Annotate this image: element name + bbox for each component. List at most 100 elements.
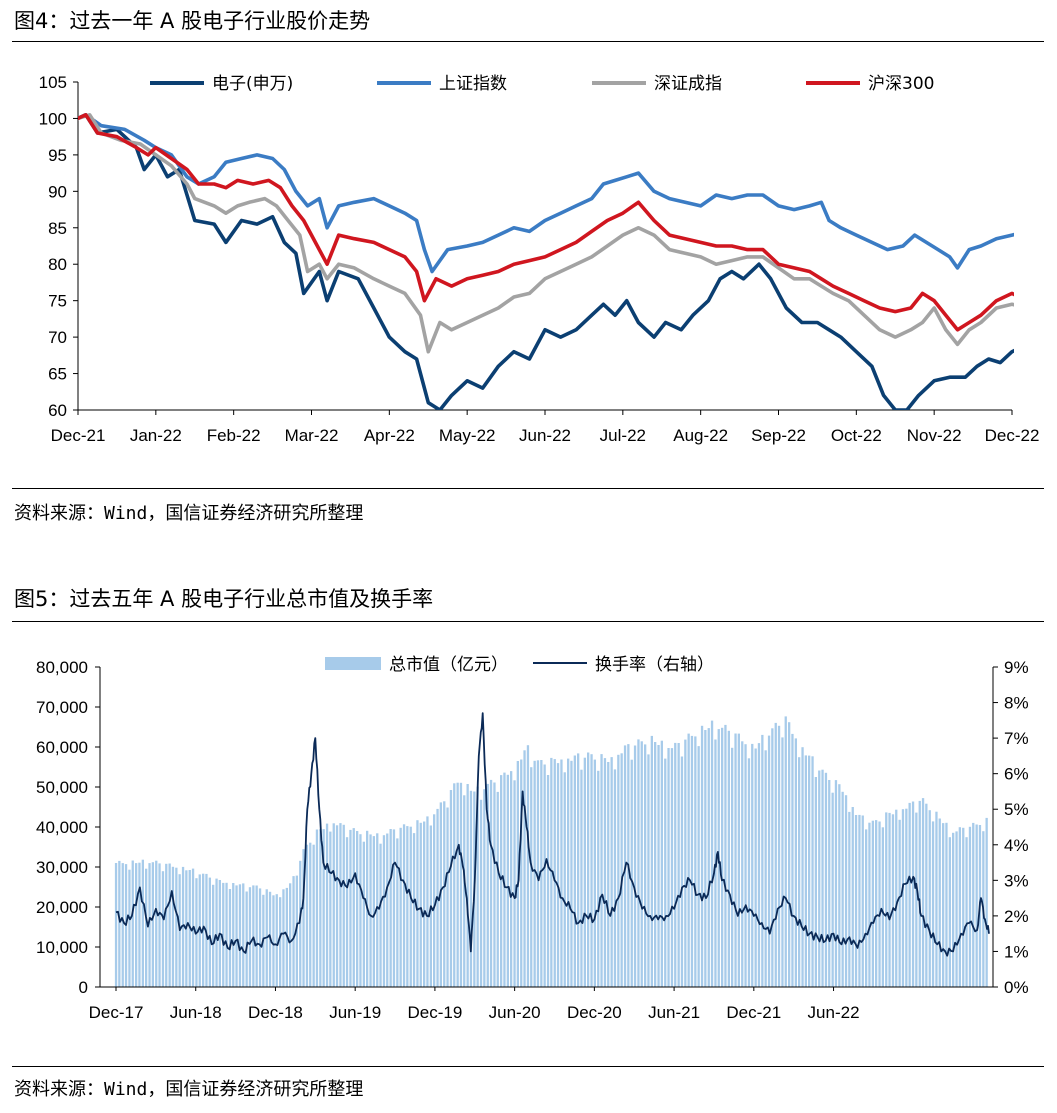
x-tick-label: Sep-22 (751, 426, 806, 445)
market-cap-bar (536, 760, 540, 987)
market-cap-bar (751, 743, 754, 987)
market-cap-bar (640, 741, 643, 987)
market-cap-bar (449, 790, 453, 987)
x-tick-label: Nov-22 (907, 426, 962, 445)
market-cap-bar (962, 827, 965, 987)
left-y-tick-label: 80,000 (36, 658, 88, 677)
market-cap-bar (376, 833, 379, 987)
market-cap-bar (161, 871, 165, 987)
market-cap-bar (965, 837, 968, 987)
market-cap-bar (543, 764, 546, 987)
market-cap-bar (630, 759, 633, 987)
stock-trend-chart: 60 65 70 75 80 85 90 95 100 105 Dec-21 Jan-22 Feb-22… (39, 73, 1040, 445)
market-cap-bar (419, 822, 422, 987)
market-cap-bar (580, 769, 583, 987)
market-cap-bar (362, 841, 365, 987)
market-cap-bar (302, 849, 305, 987)
market-cap-bar (972, 822, 975, 987)
market-cap-bar (496, 791, 499, 987)
market-cap-bar (128, 869, 131, 987)
market-cap-bar (469, 790, 473, 987)
figure4-title: 图4：过去一年 A 股电子行业股价走势 (14, 9, 371, 33)
figure4-title-rule (12, 41, 1044, 42)
market-cap-bar (721, 727, 724, 987)
x-tick-label: Dec-21 (726, 1003, 781, 1022)
market-cap-bar (898, 819, 901, 987)
left-y-tick-label: 40,000 (36, 818, 88, 837)
y-tick-label: 105 (39, 73, 67, 92)
market-cap-bar (282, 889, 285, 987)
market-cap-bar (546, 775, 550, 987)
market-cap-bar (155, 860, 158, 987)
market-cap-bar (476, 786, 479, 987)
market-cap-bar (426, 816, 429, 987)
market-cap-bar (583, 757, 586, 987)
market-cap-bar (131, 860, 134, 987)
market-cap-bar (510, 771, 513, 987)
y-tick-label: 70 (48, 328, 67, 347)
market-cap-bar (667, 748, 670, 987)
market-cap-bar (275, 894, 278, 987)
market-cap-bar (684, 739, 687, 987)
x-tick-label: Jun-19 (329, 1003, 381, 1022)
market-cap-bar (556, 763, 560, 987)
series-line-1 (78, 113, 1014, 410)
series-line-3 (78, 113, 1014, 354)
right-y-tick-label: 7% (1004, 729, 1029, 748)
market-cap-bar (858, 814, 861, 987)
x-tick-label: Oct-22 (831, 426, 882, 445)
x-tick-label: Dec-20 (567, 1003, 622, 1022)
market-cap-bar (550, 757, 553, 987)
market-cap-bar (841, 791, 844, 987)
market-cap-bar (238, 884, 242, 987)
market-cap-bar (165, 863, 168, 987)
market-cap-bar (600, 754, 603, 987)
market-cap-bar (412, 833, 416, 987)
market-cap-bar (680, 756, 684, 987)
x-tick-label: Dec-17 (89, 1003, 144, 1022)
market-cap-bar (784, 716, 787, 987)
right-y-tick-label: 6% (1004, 765, 1029, 784)
market-cap-bar (208, 877, 211, 987)
x-tick-label: Jun-22 (808, 1003, 860, 1022)
market-cap-bar (272, 895, 275, 987)
market-cap-bar (814, 777, 817, 987)
market-cap-bar (744, 744, 747, 987)
market-cap-bar (456, 782, 459, 987)
market-cap-bar (660, 740, 663, 987)
market-cap-bar (945, 822, 948, 987)
market-cap-bar (948, 837, 951, 987)
figure5-source: 资料来源：Wind，国信证券经济研究所整理 (14, 1079, 364, 1100)
market-cap-bar (938, 818, 941, 987)
market-cap-bar (637, 739, 640, 987)
market-cap-bar (761, 734, 764, 987)
market-cap-bar (359, 834, 362, 987)
market-cap-bar (801, 747, 804, 987)
market-cap-bar (322, 829, 325, 987)
market-cap-bar (791, 733, 794, 987)
market-cap-bar (486, 783, 489, 987)
market-cap-bar (567, 758, 570, 987)
market-cap-bar (968, 826, 972, 987)
market-cap-bar (607, 762, 610, 987)
market-cap-bar (446, 807, 449, 987)
market-cap-bar (443, 801, 446, 987)
market-cap-bar (526, 745, 530, 987)
market-cap-bar (771, 728, 774, 987)
right-y-tick-label: 2% (1004, 907, 1029, 926)
market-cap-bar (747, 758, 751, 987)
market-cap-bar (516, 761, 519, 987)
x-tick-label: Feb-22 (207, 426, 261, 445)
market-cap-bar (138, 862, 141, 987)
market-cap-bar (824, 772, 828, 987)
market-cap-bar (985, 817, 988, 987)
market-cap-bar (489, 779, 493, 987)
market-cap-bar (560, 759, 563, 987)
market-cap-bar (520, 759, 523, 987)
market-cap-bar (871, 820, 874, 987)
market-cap-bar (563, 772, 566, 987)
market-cap-bar (704, 730, 707, 987)
x-tick-label: Mar-22 (285, 426, 339, 445)
market-cap-bar (788, 722, 791, 987)
market-cap-bar (844, 795, 848, 987)
